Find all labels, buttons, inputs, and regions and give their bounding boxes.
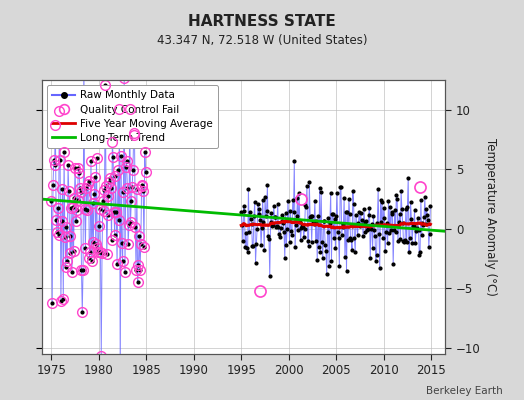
- Legend: Raw Monthly Data, Quality Control Fail, Five Year Moving Average, Long-Term Tren: Raw Monthly Data, Quality Control Fail, …: [47, 85, 219, 148]
- Text: HARTNESS STATE: HARTNESS STATE: [188, 14, 336, 29]
- Y-axis label: Temperature Anomaly (°C): Temperature Anomaly (°C): [484, 138, 497, 296]
- Text: Berkeley Earth: Berkeley Earth: [427, 386, 503, 396]
- Text: 43.347 N, 72.518 W (United States): 43.347 N, 72.518 W (United States): [157, 34, 367, 47]
